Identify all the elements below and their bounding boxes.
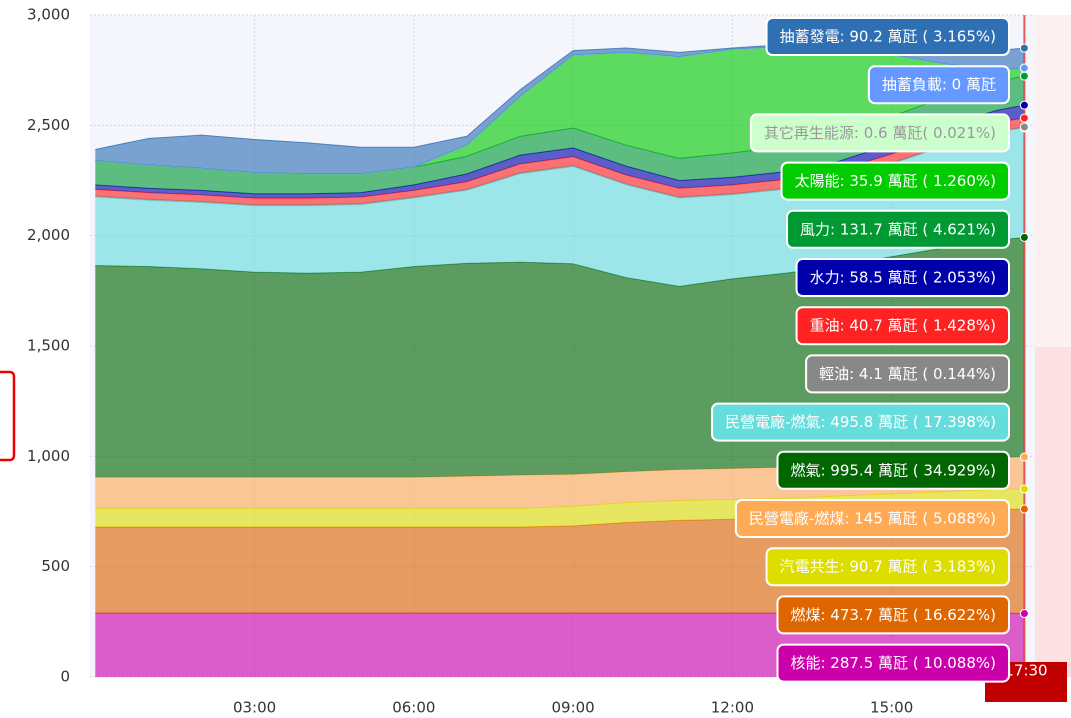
tooltip-text: 核能: 287.5 萬瓩 ( 10.088%) bbox=[790, 654, 996, 672]
tooltip-box bbox=[805, 354, 1010, 394]
tooltip-box bbox=[711, 402, 1010, 442]
tooltip-box bbox=[776, 595, 1010, 635]
tooltip-text: 民營電廠-燃煤: 145 萬瓩 ( 5.088%) bbox=[749, 510, 996, 528]
tooltip-item: 燃煤: 473.7 萬瓩 ( 16.622%) bbox=[776, 595, 1010, 635]
tooltip-item: 抽蓄負載: 0 萬瓩 bbox=[867, 65, 1010, 105]
marker bbox=[1019, 504, 1029, 514]
tooltip-item: 汽電共生: 90.7 萬瓩 ( 3.183%) bbox=[765, 547, 1010, 587]
y-tick-label: 3,000 bbox=[27, 6, 70, 24]
y-tick-label: 1,000 bbox=[27, 447, 70, 465]
tooltip-text: 燃煤: 473.7 萬瓩 ( 16.622%) bbox=[790, 606, 996, 624]
tooltip-item: 核能: 287.5 萬瓩 ( 10.088%) bbox=[776, 643, 1010, 683]
tooltip-text: 民營電廠-燃氣: 495.8 萬瓩 ( 17.398%) bbox=[725, 413, 996, 431]
tooltip-item: 水力: 58.5 萬瓩 ( 2.053%) bbox=[795, 258, 1010, 297]
tooltip-box bbox=[776, 643, 1010, 683]
marker bbox=[1019, 100, 1029, 110]
tooltip-text: 水力: 58.5 萬瓩 ( 2.053%) bbox=[810, 269, 996, 287]
marker bbox=[1019, 113, 1029, 123]
x-tick-label: 15:00 bbox=[870, 699, 913, 717]
marker bbox=[1019, 484, 1029, 494]
tooltip-text: 其它再生能源: 0.6 萬瓩( 0.021%) bbox=[764, 124, 996, 142]
marker bbox=[1019, 71, 1029, 81]
marker bbox=[1019, 609, 1029, 619]
tooltip-box bbox=[795, 258, 1010, 297]
x-tick-label: 09:00 bbox=[552, 699, 595, 717]
tooltip-item: 抽蓄發電: 90.2 萬瓩 ( 3.165%) bbox=[765, 17, 1010, 56]
tooltip-text: 風力: 131.7 萬瓩 ( 4.621%) bbox=[800, 220, 996, 238]
tooltip-box bbox=[749, 113, 1010, 153]
marker bbox=[1019, 63, 1029, 73]
tooltip-box bbox=[765, 547, 1010, 587]
tooltip-item: 民營電廠-燃煤: 145 萬瓩 ( 5.088%) bbox=[734, 499, 1010, 538]
y-tick-label: 2,000 bbox=[27, 226, 70, 244]
tooltip-box bbox=[786, 209, 1010, 249]
tooltip-text: 抽蓄發電: 90.2 萬瓩 ( 3.165%) bbox=[780, 28, 996, 46]
tooltip-box bbox=[867, 65, 1010, 105]
tooltip-item: 其它再生能源: 0.6 萬瓩( 0.021%) bbox=[749, 113, 1010, 153]
tooltip-text: 燃氣: 995.4 萬瓩 ( 34.929%) bbox=[790, 461, 996, 479]
marker bbox=[1019, 43, 1029, 53]
y-tick-label: 500 bbox=[41, 557, 70, 575]
x-tick-label: 12:00 bbox=[711, 699, 754, 717]
tooltip-box bbox=[780, 161, 1010, 201]
tooltip-text: 輕油: 4.1 萬瓩 ( 0.144%) bbox=[819, 365, 996, 383]
tooltip: 抽蓄發電: 90.2 萬瓩 ( 3.165%) 抽蓄負載: 0 萬瓩其它再生能源:… bbox=[711, 17, 1010, 683]
marker bbox=[1019, 232, 1029, 242]
tooltip-item: 重油: 40.7 萬瓩 ( 1.428%) bbox=[795, 306, 1010, 346]
tooltip-box bbox=[734, 499, 1010, 538]
crosshair-label: 17:30 bbox=[1004, 662, 1047, 680]
marker bbox=[1019, 122, 1029, 132]
tooltip-box bbox=[765, 17, 1010, 56]
tooltip-item: 太陽能: 35.9 萬瓩 ( 1.260%) bbox=[780, 161, 1010, 201]
tooltip-item: 風力: 131.7 萬瓩 ( 4.621%) bbox=[786, 209, 1010, 249]
tooltip-item: 燃氣: 995.4 萬瓩 ( 34.929%) bbox=[776, 450, 1010, 490]
x-tick-label: 06:00 bbox=[392, 699, 435, 717]
tooltip-text: 太陽能: 35.9 萬瓩 ( 1.260%) bbox=[795, 172, 996, 190]
side-box bbox=[0, 370, 16, 462]
tooltip-text: 重油: 40.7 萬瓩 ( 1.428%) bbox=[810, 317, 996, 335]
marker bbox=[1019, 452, 1029, 462]
y-tick-label: 2,500 bbox=[27, 116, 70, 134]
x-tick-label: 03:00 bbox=[233, 699, 276, 717]
tooltip-item: 輕油: 4.1 萬瓩 ( 0.144%) bbox=[805, 354, 1010, 394]
y-tick-label: 0 bbox=[60, 668, 70, 686]
tooltip-item: 民營電廠-燃氣: 495.8 萬瓩 ( 17.398%) bbox=[711, 402, 1010, 442]
band bbox=[1035, 347, 1071, 677]
band bbox=[1035, 15, 1071, 347]
y-tick-label: 1,500 bbox=[27, 337, 70, 355]
tooltip-box bbox=[776, 450, 1010, 490]
tooltip-text: 汽電共生: 90.7 萬瓩 ( 3.183%) bbox=[780, 558, 996, 576]
tooltip-text: 抽蓄負載: 0 萬瓩 bbox=[882, 76, 996, 94]
tooltip-box bbox=[795, 306, 1010, 346]
